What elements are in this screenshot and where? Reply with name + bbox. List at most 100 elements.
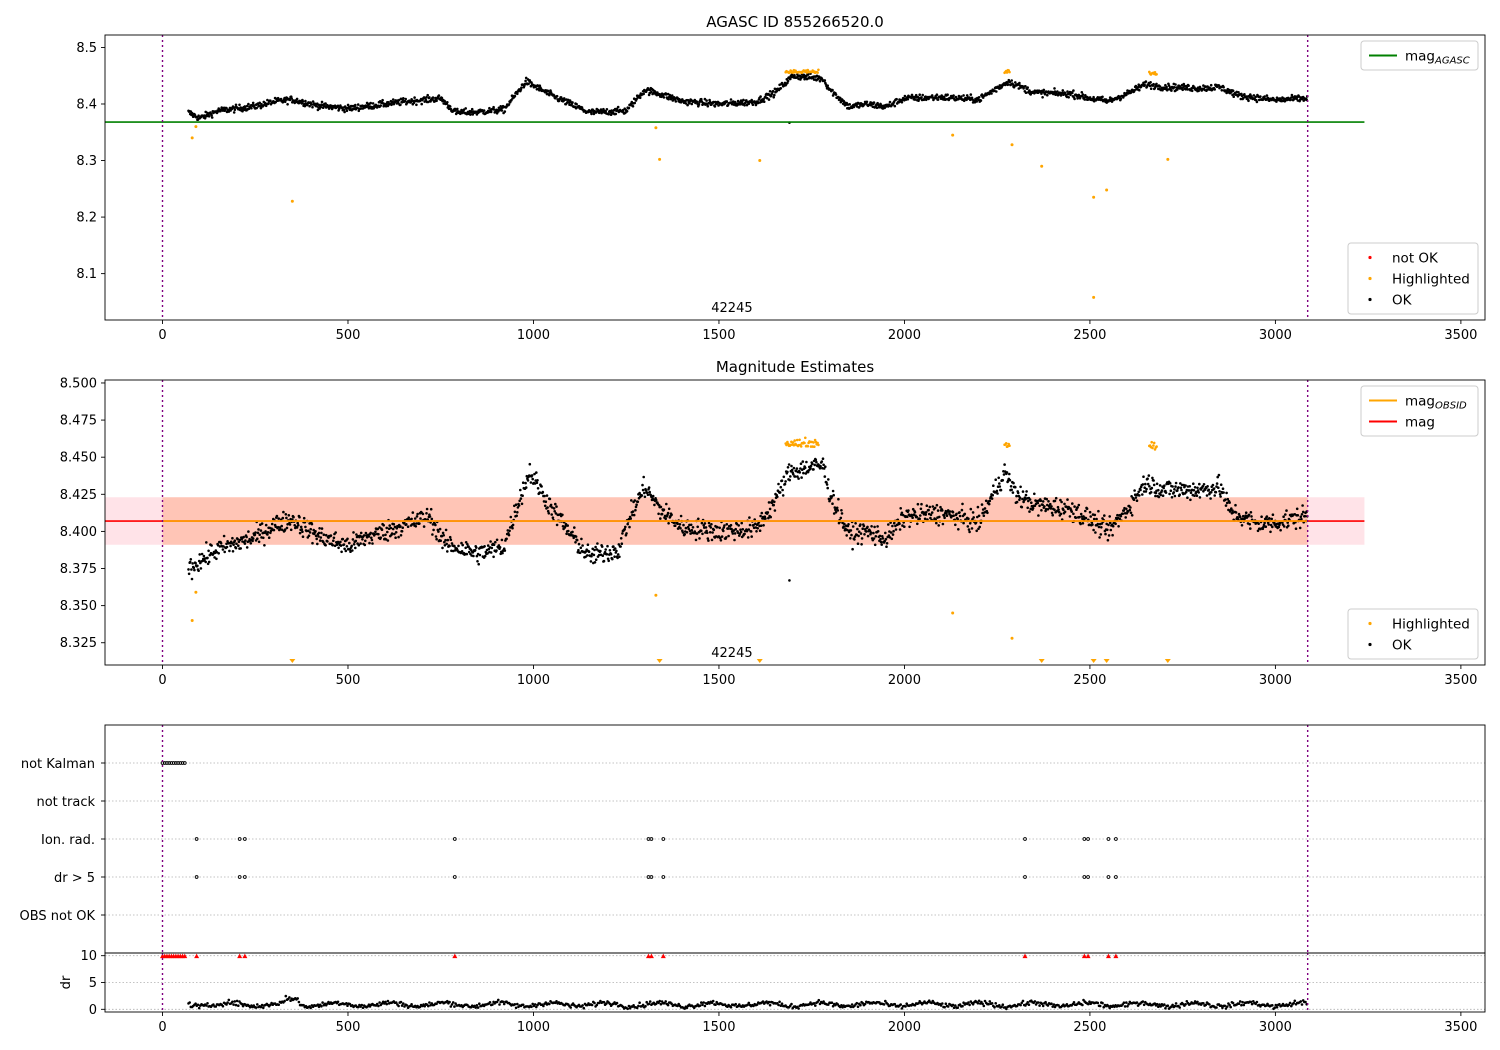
estimates-ok-point: [1221, 487, 1225, 491]
agasc-ok-point: [743, 101, 747, 105]
agasc-ok-point: [936, 98, 940, 101]
estimates-ok-point: [1100, 522, 1104, 525]
agasc-ok-point: [1088, 96, 1092, 99]
estimates-ok-point: [354, 539, 358, 543]
estimates-ok-point: [1097, 525, 1101, 529]
estimates-ok-point: [613, 555, 616, 558]
agasc-ok-point: [779, 87, 783, 90]
estimates-ok-point: [642, 475, 645, 479]
estimates-legend-label: OK: [1392, 638, 1413, 654]
estimates-ok-point: [536, 487, 540, 490]
estimates-ok-point: [236, 537, 239, 541]
estimates-ok-point: [364, 531, 368, 535]
estimates-ok-point: [719, 539, 723, 542]
agasc-legend-frame: [1360, 40, 1479, 71]
estimates-ok-point: [1002, 473, 1006, 476]
estimates-ok-point: [444, 538, 447, 542]
estimates-ok-point: [592, 553, 596, 557]
estimates-ok-point: [772, 503, 775, 507]
agasc-ok-point: [768, 90, 772, 93]
estimates-ok-point: [450, 542, 454, 545]
estimates-ok-point: [1155, 482, 1159, 486]
estimates-ok-point: [1195, 494, 1199, 498]
estimates-ok-point: [351, 549, 354, 552]
estimates-ok-point: [735, 522, 739, 526]
estimates-ok-point: [359, 531, 363, 535]
agasc-ok-point: [1101, 95, 1104, 99]
estimates-ok-point: [460, 541, 463, 545]
estimates-ok-point: [520, 502, 524, 506]
agasc-highlighted-point: [1092, 195, 1096, 199]
estimates-ok-point: [1100, 526, 1103, 529]
estimates-ok-point: [690, 528, 694, 532]
estimates-ok-point: [936, 509, 940, 512]
estimates-ok-point: [1018, 498, 1021, 502]
estimates-ok-point: [1146, 477, 1149, 481]
agasc-ok-point: [1073, 97, 1076, 101]
estimates-ok-point: [342, 543, 346, 546]
estimates-ok-point: [730, 527, 733, 531]
agasc-ok-point: [962, 94, 965, 97]
estimates-ok-point: [951, 510, 955, 514]
estimates-ok-point: [975, 529, 978, 533]
estimates-ok-point: [798, 471, 802, 474]
flags-flag-point: [1114, 875, 1118, 879]
estimates-ok-point: [1125, 507, 1128, 511]
estimates-ok-point: [870, 525, 873, 528]
estimates-ok-points: [187, 457, 1309, 582]
estimates-ok-point: [659, 517, 662, 520]
agasc-ok-point: [464, 107, 468, 110]
estimates-ok-point: [1270, 517, 1273, 521]
estimates-ok-point: [700, 521, 704, 525]
dr-point: [797, 1007, 800, 1010]
estimates-ok-point: [1186, 496, 1189, 500]
estimates-ok-point: [1196, 489, 1200, 492]
dr-point: [701, 1003, 704, 1007]
agasc-ok-point: [834, 93, 838, 96]
estimates-ok-point: [519, 488, 522, 492]
dr-point: [297, 1000, 301, 1004]
dr-point: [1088, 1000, 1091, 1003]
estimates-ok-point: [782, 475, 786, 479]
estimates-ok-point: [1071, 502, 1074, 505]
estimates-ok-point: [593, 548, 596, 552]
estimates-ok-point: [707, 539, 710, 542]
estimates-ok-point: [1096, 522, 1100, 526]
estimates-ok-point: [514, 503, 518, 507]
estimates-ok-point: [641, 483, 644, 487]
agasc-ok-point: [1028, 89, 1031, 92]
estimates-ok-point: [425, 512, 428, 515]
agasc-ok-point: [729, 98, 733, 101]
estimates-ok-point: [193, 568, 196, 572]
estimates-ok-point: [553, 510, 556, 513]
agasc-ok-point: [482, 109, 486, 112]
dr-point: [1173, 1004, 1177, 1008]
estimates-ok-point: [682, 523, 685, 527]
agasc-ok-point: [538, 89, 541, 92]
agasc-ok-point: [703, 97, 707, 101]
dr-point: [234, 1003, 238, 1007]
estimates-ok-point: [1060, 518, 1064, 521]
agasc-ok-point: [269, 99, 272, 102]
estimates-ok-point: [859, 532, 863, 535]
estimates-ok-point: [441, 546, 444, 550]
estimates-ok-point: [1147, 474, 1151, 477]
estimates-ok-point: [884, 537, 888, 541]
dr-point: [1204, 1003, 1208, 1007]
estimates-ok-point: [1070, 510, 1073, 513]
estimates-ok-point: [707, 521, 711, 525]
dr-point: [226, 1001, 229, 1004]
estimates-ok-point: [1279, 528, 1282, 532]
estimates-ok-point: [1141, 483, 1145, 486]
estimates-ok-point: [684, 526, 688, 530]
agasc-ok-point: [195, 115, 199, 119]
dr-point: [946, 1005, 950, 1008]
estimates-ok-point: [548, 497, 552, 501]
estimates-ok-point: [492, 543, 496, 547]
estimates-ok-point: [1180, 488, 1183, 492]
agasc-legend-dot-swatch: [1368, 255, 1372, 260]
dr-point: [1038, 1004, 1041, 1007]
estimates-ok-point: [1123, 512, 1127, 515]
estimates-ok-point: [826, 486, 829, 490]
agasc-ok-point: [1059, 94, 1063, 97]
